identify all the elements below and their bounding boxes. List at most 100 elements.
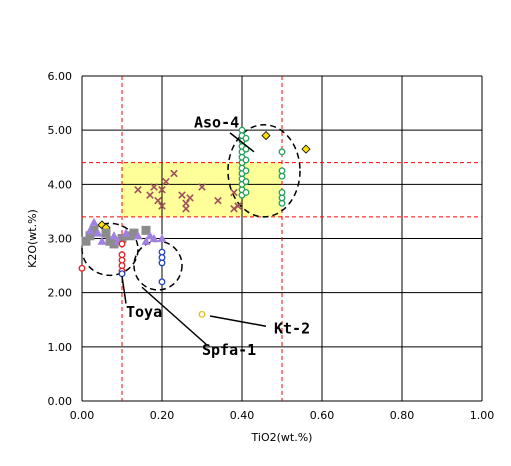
data-point-circle [118, 270, 126, 278]
x-tick-label: 0.80 [390, 409, 415, 422]
y-tick-label: 1.00 [48, 341, 73, 354]
annotation-layer: Aso-4 Toya Spfa-1 Kt-2 [121, 113, 310, 359]
x-tick-label: 0.20 [150, 409, 175, 422]
x-stroke [158, 202, 166, 210]
data-point-circle [278, 167, 286, 175]
group-ellipse [81, 222, 139, 277]
annotation-label: Toya [126, 303, 162, 321]
x-stroke [150, 183, 158, 191]
y-tick-label: 3.00 [48, 233, 73, 246]
x-stroke [178, 191, 186, 199]
data-point-triangle [85, 225, 95, 234]
x-tick-label: 1.00 [470, 409, 495, 422]
x-stroke [182, 204, 190, 213]
data-point-circle [158, 278, 166, 286]
tick-labels-layer: 0.00 0.20 0.40 0.60 0.80 1.00 0.00 1.00 2.00 3.00… [48, 70, 495, 422]
range-box [122, 162, 282, 217]
data-point-x [234, 202, 242, 210]
data-point-square [89, 225, 99, 235]
data-point-x [214, 196, 222, 205]
range-box-layer [122, 162, 282, 217]
data-point-circle [118, 251, 126, 259]
data-point-square [141, 225, 151, 235]
x-tick-label: 0.40 [230, 409, 255, 422]
x-tick-label: 0.60 [310, 409, 335, 422]
x-stroke [186, 194, 194, 202]
data-point-x [198, 183, 206, 191]
x-stroke [154, 196, 162, 205]
data-point-triangle [133, 231, 143, 240]
data-point-x [182, 199, 190, 208]
data-point-circle [198, 310, 206, 318]
annotation-label: Aso-4 [194, 113, 239, 131]
data-point-circle [242, 178, 250, 186]
x-stroke [230, 188, 238, 197]
data-point-x [162, 177, 170, 186]
data-point-triangle [109, 231, 119, 240]
annotation-leader-line [229, 132, 255, 153]
annotation-label: Kt-2 [274, 319, 310, 337]
data-point-circle [158, 248, 166, 256]
data-point-triangle [93, 228, 103, 237]
data-point-square [129, 228, 139, 238]
x-stroke [198, 183, 206, 191]
y-tick-label: 0.00 [48, 395, 73, 408]
data-point-diamond [301, 144, 311, 154]
x-stroke [182, 199, 190, 208]
annotation-leader-line [141, 286, 207, 345]
x-stroke [158, 185, 166, 194]
data-point-circle [118, 262, 126, 270]
y-tick-label: 6.00 [48, 70, 73, 83]
data-point-x [230, 204, 238, 213]
data-point-square [81, 236, 91, 246]
data-point-circle [242, 156, 250, 164]
data-point-x [230, 188, 238, 197]
data-point-circle [242, 134, 250, 142]
x-stroke [170, 169, 178, 178]
y-tick-label: 2.00 [48, 287, 73, 300]
data-point-x [154, 196, 162, 205]
data-point-circle [118, 256, 126, 264]
data-point-x [146, 191, 154, 199]
data-point-circle [118, 240, 126, 248]
data-point-triangle [97, 236, 107, 245]
data-point-circle [238, 126, 246, 134]
group-ellipse [133, 240, 183, 291]
group-ellipse [227, 124, 301, 218]
data-point-triangle [121, 228, 131, 237]
x-stroke [230, 204, 238, 213]
data-point-x [178, 191, 186, 199]
data-point-square [117, 234, 127, 243]
x-stroke [146, 191, 154, 199]
x-axis-label: TiO2(wt.%) [251, 431, 313, 444]
data-point-circle [278, 172, 286, 180]
annotation-leader-line [121, 276, 127, 304]
data-point-square [101, 228, 111, 238]
data-point-triangle [89, 217, 99, 226]
annotation-leader-line [209, 315, 267, 327]
data-point-circle [278, 148, 286, 156]
data-point-circle [278, 199, 286, 207]
data-point-circle [158, 259, 166, 267]
data-point-circle [242, 189, 250, 196]
data-point-x [182, 204, 190, 213]
annotation-label: Spfa-1 [202, 341, 256, 359]
data-point-x [134, 185, 142, 194]
data-point-circle [278, 189, 286, 196]
points-layer [78, 126, 311, 318]
data-point-triangle [157, 234, 167, 243]
data-point-circle [278, 194, 286, 202]
data-point-diamond [261, 131, 271, 141]
x-stroke [234, 202, 242, 210]
x-tick-label: 0.00 [70, 409, 95, 422]
data-point-x [158, 202, 166, 210]
data-point-circle [158, 254, 166, 261]
x-stroke [162, 177, 170, 186]
y-tick-label: 4.00 [48, 178, 73, 191]
y-tick-label: 5.00 [48, 124, 73, 137]
data-point-triangle [149, 234, 159, 243]
x-stroke [134, 185, 142, 194]
x-stroke [214, 196, 222, 205]
